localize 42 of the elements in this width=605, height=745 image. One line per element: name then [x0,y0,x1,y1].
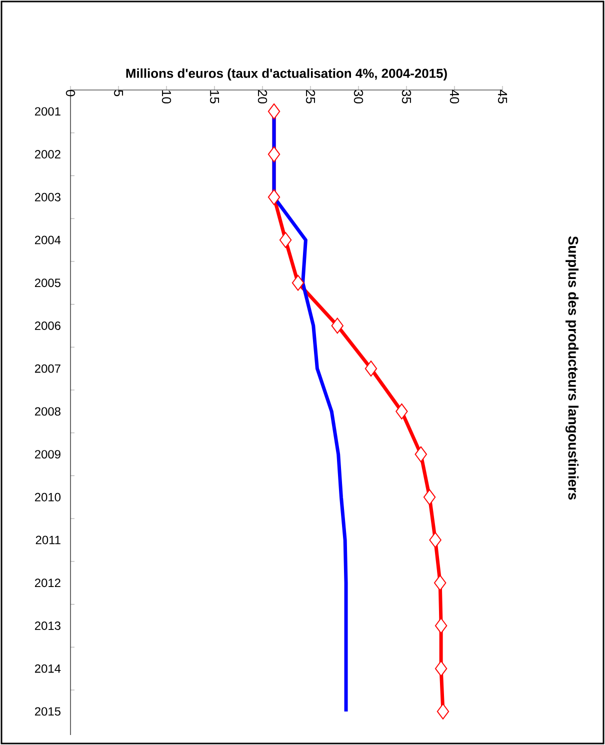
text: Surplus des producteurs langoustiniers [565,236,579,500]
x-tick-label: 0 [66,90,76,96]
point [436,703,450,720]
y-tick-label: 2006 [34,321,60,330]
x-tick-label: 35 [402,90,412,104]
x-tick-label: 45 [498,90,508,104]
x-tick-label: 30 [354,90,364,104]
x-tick-label: 10 [162,90,172,104]
point [364,360,378,377]
y-tick-label: 2005 [34,278,60,288]
y-tick-label: 2009 [34,450,60,459]
point [331,318,344,334]
point [268,189,280,206]
point [434,660,448,677]
point [268,146,280,162]
x-tick-label: 15 [210,90,220,104]
point [429,532,442,548]
y-tick-label: 2001 [34,107,60,116]
y-tick-label: 2010 [34,492,61,502]
y-tick-label: 2014 [34,664,61,673]
point [279,232,292,248]
x-tick-label: 20 [258,90,268,104]
point [434,574,446,591]
point [396,403,408,420]
y-tick-label: 2003 [34,192,60,202]
x-tick-label: 5 [114,90,124,96]
y-tick-label: 2013 [34,621,60,630]
y-tick-label: 2002 [34,150,60,159]
y-tick-label: 2011 [36,536,60,544]
y-tick-label: 2004 [34,236,61,244]
y-tick-label: 2012 [34,578,60,588]
point [423,489,436,506]
y-tick-label: 2008 [34,407,60,416]
x-tick-label: 40 [450,90,460,104]
x-axis-title: Millions d'euros (taux d'actualisation 4%, 2004-2015) [126,68,447,80]
y-tick-label: 2015 [34,707,60,716]
point [414,446,428,462]
y-tick-label: 2007 [34,364,60,373]
point [292,274,304,291]
point [268,103,280,120]
x-tick-label: 25 [306,90,316,104]
point [434,618,448,634]
